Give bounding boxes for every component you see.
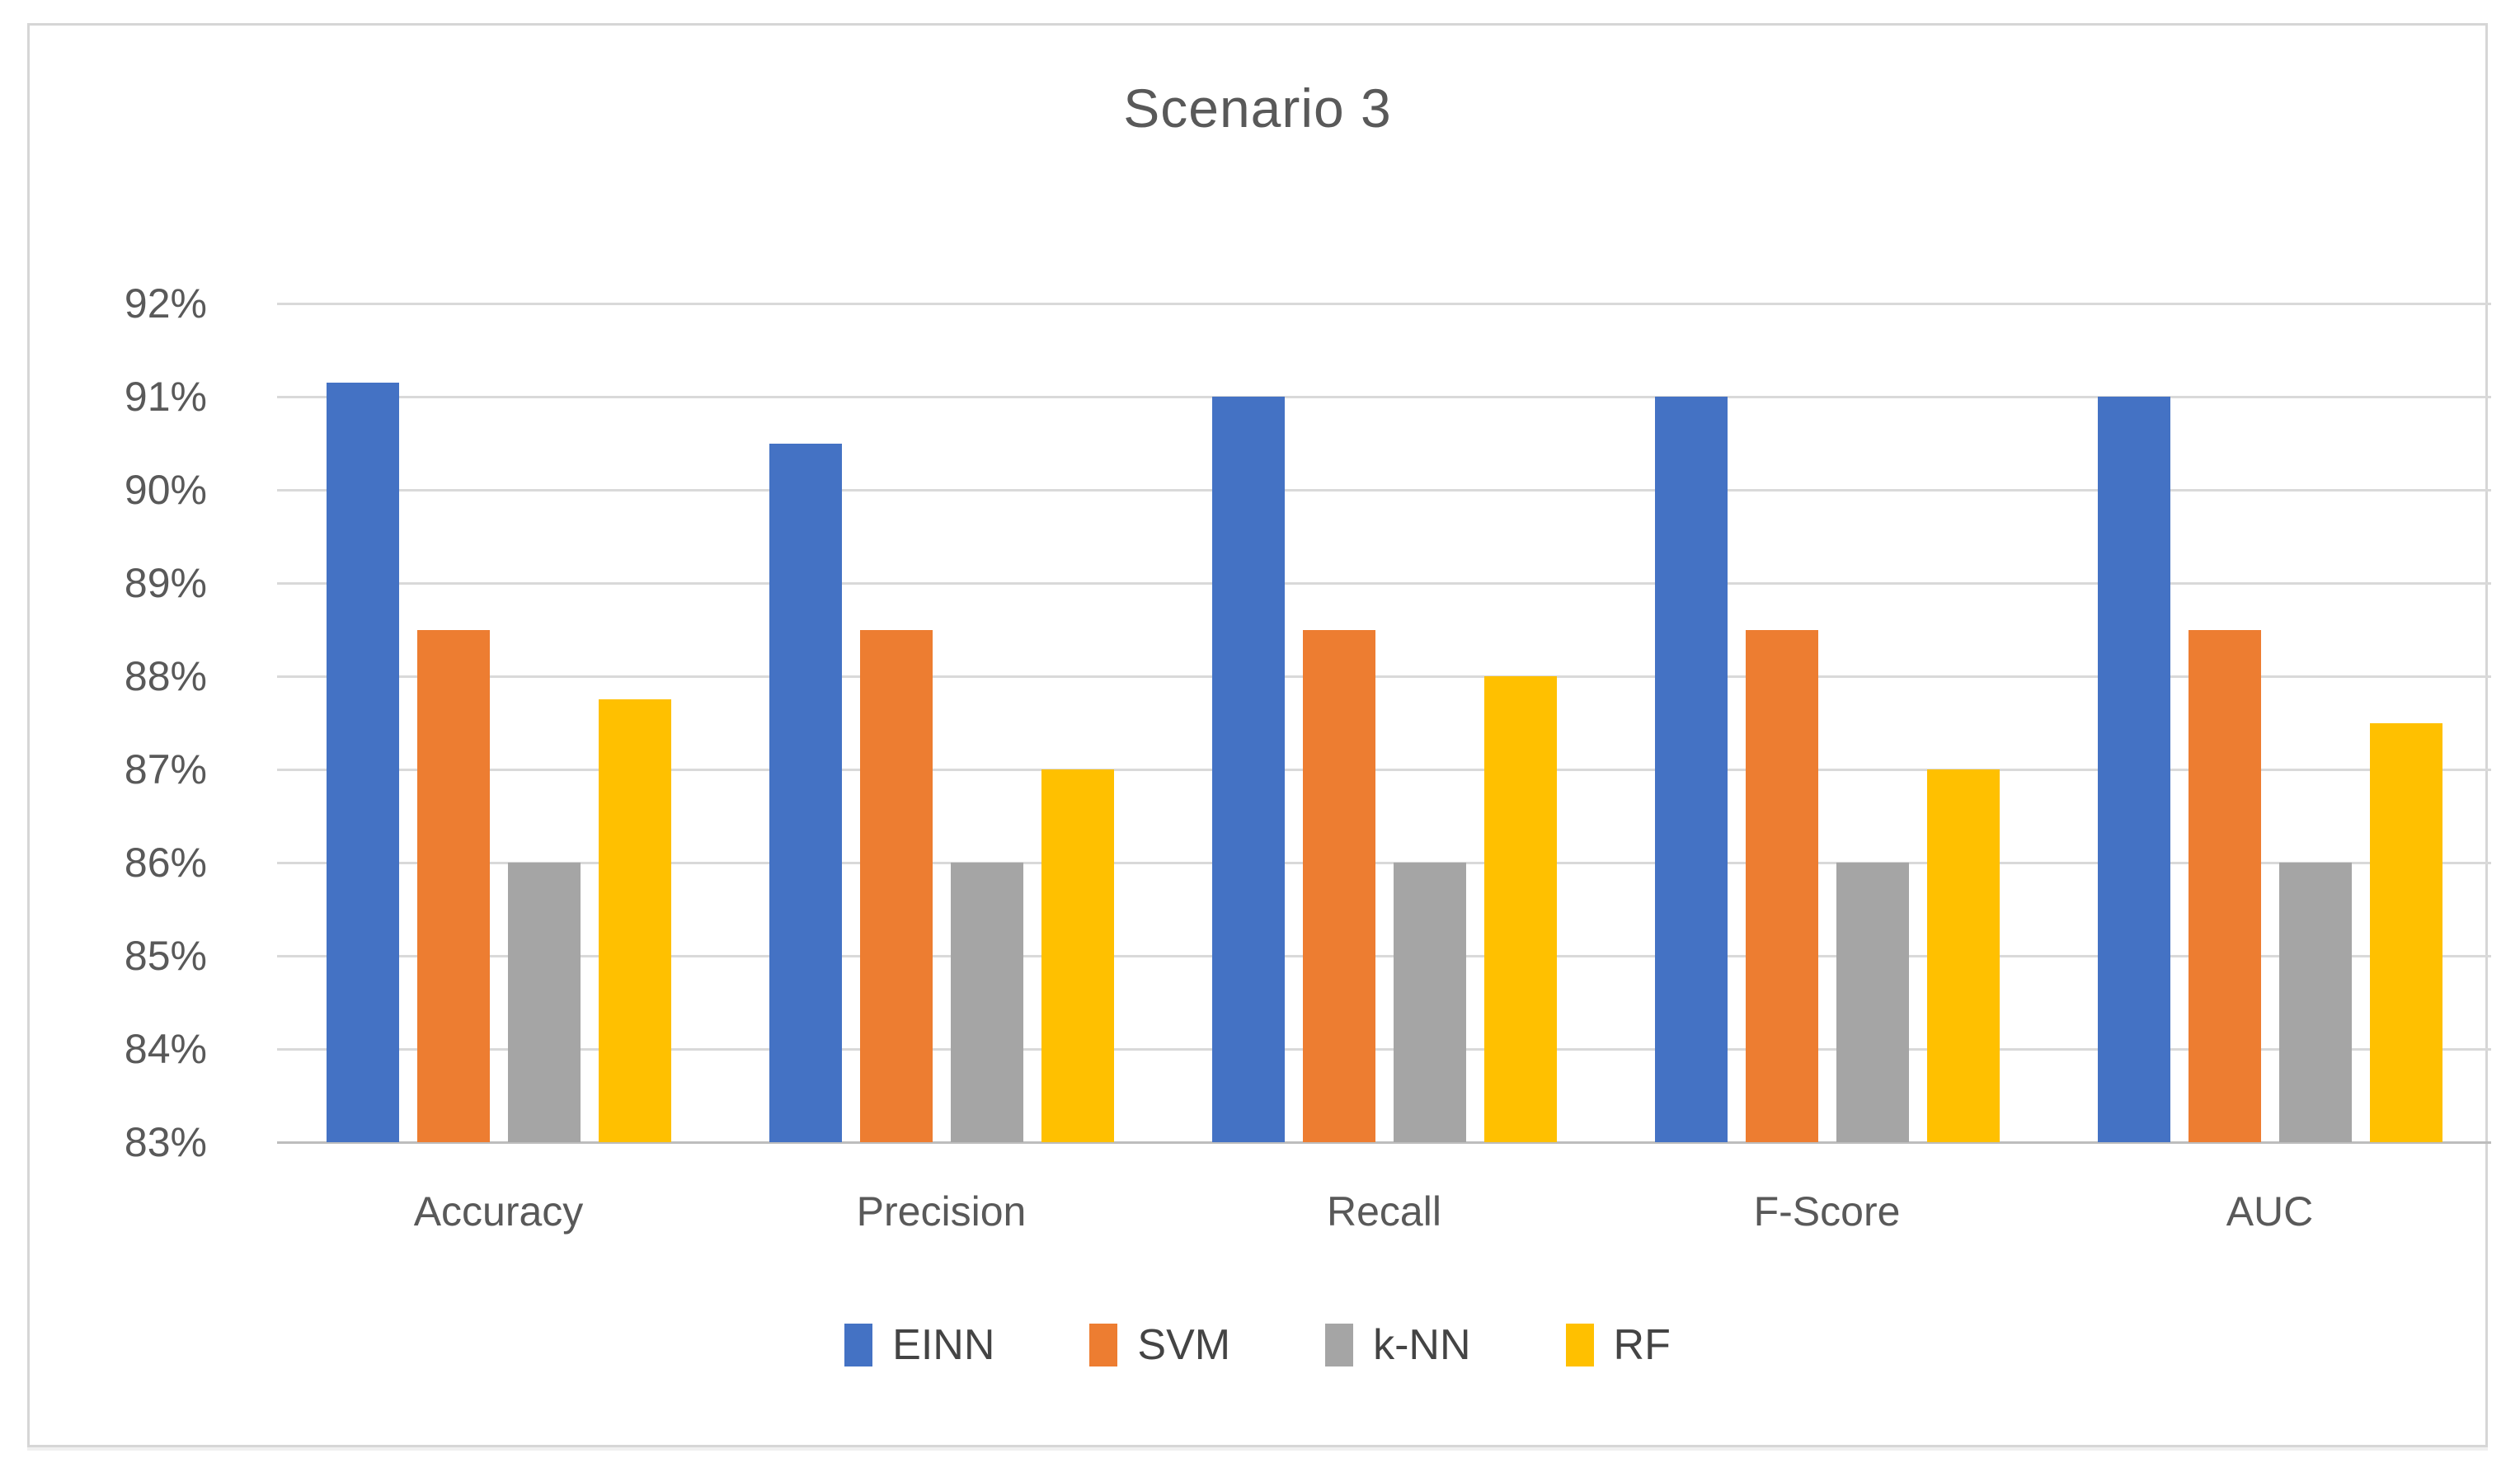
gridline-88- [277,675,2491,678]
bar-einn-auc [2097,397,2170,1142]
legend-swatch-rf [1565,1324,1594,1366]
bar-rf-recall [1483,676,1557,1142]
legend-item-svm: SVM [1089,1320,1230,1370]
gridline-85- [277,955,2491,957]
y-tick-label-92-: 92% [124,280,207,327]
legend-label-einn: EINN [892,1321,995,1369]
bar-k-nn-accuracy [507,863,581,1142]
y-tick-label-90-: 90% [124,467,207,513]
bar-k-nn-f-score [1836,863,1909,1142]
legend-item-rf: RF [1565,1320,1671,1370]
chart-title: Scenario 3 [1123,78,1392,139]
bar-svm-f-score [1745,629,1818,1142]
gridline-83- [277,1141,2491,1144]
bar-group-precision: Precision [720,303,1163,1235]
bar-einn-precision [769,443,842,1142]
bar-svm-accuracy [416,629,490,1142]
gridline-84- [277,1047,2491,1051]
bars-f-score [1606,303,2048,1142]
bar-group-recall: Recall [1163,303,1606,1235]
x-axis-label-f-score: F-Score [1753,1188,1901,1235]
x-axis-label-auc: AUC [2226,1188,2314,1235]
bar-k-nn-precision [950,863,1023,1142]
bar-einn-recall [1211,397,1285,1142]
bars-auc [2048,303,2491,1142]
y-tick-label-89-: 89% [124,560,207,606]
y-tick-label-91-: 91% [124,374,207,420]
bars-accuracy [277,303,720,1142]
bar-group-f-score: F-Score [1606,303,2048,1235]
gridline-92- [277,303,2491,305]
bars-recall [1163,303,1606,1142]
x-axis-label-recall: Recall [1327,1188,1441,1235]
plot-area: 92% 91% 90% 89% 88% 87% 86% 85% 84% 83% Accuracy P… [125,280,2491,1235]
bar-k-nn-recall [1393,863,1466,1142]
bar-rf-auc [2369,722,2442,1142]
y-tick-label-86-: 86% [124,840,207,886]
bar-rf-f-score [1926,769,2000,1142]
chart-container: Scenario 3 92% 91% 90% 89% 88% 87% 86% 85% 84% 83… [27,23,2491,1447]
y-tick-label-88-: 88% [124,653,207,699]
legend-label-rf: RF [1613,1321,1671,1369]
y-tick-label-87-: 87% [124,746,207,793]
bar-einn-f-score [1654,397,1728,1142]
legend-label-svm: SVM [1137,1321,1231,1369]
legend-swatch-einn [844,1324,873,1366]
gridline-89- [277,581,2491,585]
legend-swatch-svm [1089,1324,1118,1366]
bars-precision [720,303,1163,1142]
legend: EINN SVM k-NN RF [30,1320,2485,1370]
gridline-86- [277,861,2491,864]
bar-svm-recall [1302,629,1375,1142]
bar-einn-accuracy [326,383,399,1142]
legend-label-k-nn: k-NN [1373,1321,1471,1369]
bar-rf-accuracy [598,699,671,1142]
bar-svm-auc [2188,629,2261,1142]
bar-group-auc: AUC [2048,303,2491,1235]
legend-item-einn: EINN [844,1320,994,1370]
bar-k-nn-auc [2278,863,2352,1142]
gridline-87- [277,769,2491,771]
y-tick-label-85-: 85% [124,933,207,979]
bar-group-accuracy: Accuracy [277,303,720,1235]
gridline-90- [277,488,2491,492]
x-axis-label-accuracy: Accuracy [413,1188,584,1235]
y-tick-label-84-: 84% [124,1026,207,1072]
gridline-91- [277,395,2491,398]
x-axis-label-precision: Precision [856,1188,1027,1235]
y-tick-label-83-: 83% [124,1119,207,1165]
legend-swatch-k-nn [1325,1324,1354,1366]
bar-svm-precision [859,629,933,1142]
bar-rf-precision [1041,769,1114,1142]
legend-item-k-nn: k-NN [1325,1320,1471,1370]
